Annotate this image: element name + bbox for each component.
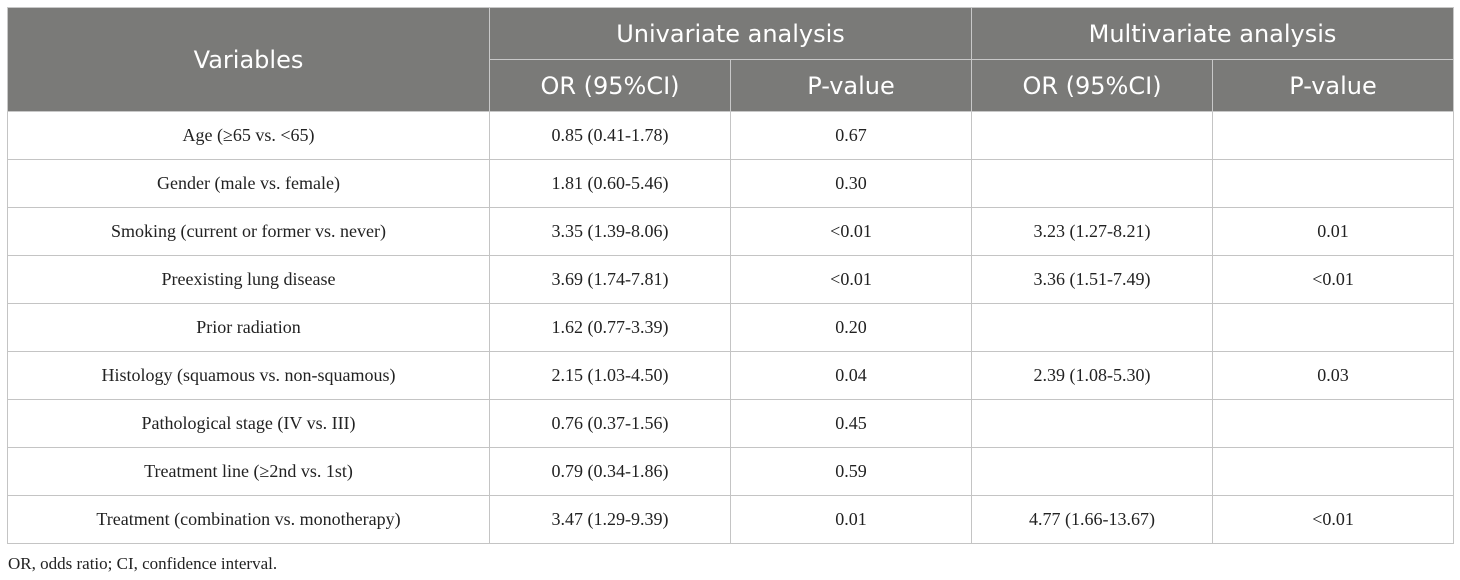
cell-uni-or: 3.35 (1.39-8.06) [489, 207, 731, 256]
header-uni-p: P-value [729, 59, 973, 112]
cell-multi-p: 0.03 [1212, 351, 1455, 400]
header-uni-or: OR (95%CI) [489, 59, 731, 112]
cell-variable: Age (≥65 vs. <65) [7, 111, 490, 160]
cell-multi-p [1212, 399, 1455, 448]
cell-multi-or [971, 303, 1214, 352]
cell-uni-or: 3.47 (1.29-9.39) [489, 495, 731, 544]
cell-variable: Prior radiation [7, 303, 490, 352]
cell-multi-or [971, 111, 1214, 160]
table-body: Age (≥65 vs. <65) 0.85 (0.41-1.78) 0.67 … [7, 111, 1455, 544]
cell-uni-or: 0.79 (0.34-1.86) [489, 447, 731, 496]
cell-uni-p: 0.04 [729, 351, 973, 400]
cell-variable: Smoking (current or former vs. never) [7, 207, 490, 256]
cell-variable: Gender (male vs. female) [7, 159, 490, 208]
cell-uni-p: 0.59 [729, 447, 973, 496]
cell-variable: Treatment line (≥2nd vs. 1st) [7, 447, 490, 496]
table-row: Prior radiation 1.62 (0.77-3.39) 0.20 [7, 303, 1455, 352]
cell-multi-p: 0.01 [1212, 207, 1455, 256]
cell-uni-or: 0.76 (0.37-1.56) [489, 399, 731, 448]
table-row: Smoking (current or former vs. never) 3.… [7, 207, 1455, 256]
table-row: Treatment (combination vs. monotherapy) … [7, 495, 1455, 544]
table-row: Preexisting lung disease 3.69 (1.74-7.81… [7, 255, 1455, 304]
cell-variable: Treatment (combination vs. monotherapy) [7, 495, 490, 544]
cell-variable: Histology (squamous vs. non-squamous) [7, 351, 490, 400]
cell-multi-p [1212, 111, 1455, 160]
header-multi-or: OR (95%CI) [971, 59, 1214, 112]
cell-multi-or [971, 159, 1214, 208]
cell-variable: Preexisting lung disease [7, 255, 490, 304]
table-row: Pathological stage (IV vs. III) 0.76 (0.… [7, 399, 1455, 448]
header-multi-p: P-value [1212, 59, 1455, 112]
cell-uni-or: 3.69 (1.74-7.81) [489, 255, 731, 304]
cell-uni-or: 2.15 (1.03-4.50) [489, 351, 731, 400]
header-univariate: Univariate analysis [488, 7, 973, 60]
cell-multi-p: <0.01 [1212, 495, 1455, 544]
cell-uni-p: 0.67 [729, 111, 973, 160]
table-row: Gender (male vs. female) 1.81 (0.60-5.46… [7, 159, 1455, 208]
header-variables: Variables [7, 7, 490, 112]
cell-multi-or: 2.39 (1.08-5.30) [971, 351, 1214, 400]
cell-uni-p: <0.01 [729, 207, 973, 256]
cell-uni-p: <0.01 [729, 255, 973, 304]
cell-uni-p: 0.45 [729, 399, 973, 448]
cell-multi-p [1212, 159, 1455, 208]
table-header: Variables Univariate analysis Multivaria… [7, 7, 1455, 112]
cell-multi-or [971, 447, 1214, 496]
regression-table: Variables Univariate analysis Multivaria… [7, 7, 1455, 544]
table-footnote: OR, odds ratio; CI, confidence interval. [8, 554, 278, 573]
cell-uni-p: 0.01 [729, 495, 973, 544]
cell-multi-or: 3.36 (1.51-7.49) [971, 255, 1214, 304]
cell-uni-or: 0.85 (0.41-1.78) [489, 111, 731, 160]
results-table-container: Variables Univariate analysis Multivaria… [7, 7, 1455, 544]
table-row: Histology (squamous vs. non-squamous) 2.… [7, 351, 1455, 400]
cell-uni-or: 1.62 (0.77-3.39) [489, 303, 731, 352]
cell-multi-p [1212, 447, 1455, 496]
cell-multi-or: 3.23 (1.27-8.21) [971, 207, 1214, 256]
cell-multi-or: 4.77 (1.66-13.67) [971, 495, 1214, 544]
cell-multi-or [971, 399, 1214, 448]
header-multivariate: Multivariate analysis [971, 7, 1455, 60]
cell-uni-or: 1.81 (0.60-5.46) [489, 159, 731, 208]
cell-multi-p [1212, 303, 1455, 352]
cell-multi-p: <0.01 [1212, 255, 1455, 304]
cell-uni-p: 0.30 [729, 159, 973, 208]
table-row: Treatment line (≥2nd vs. 1st) 0.79 (0.34… [7, 447, 1455, 496]
table-row: Age (≥65 vs. <65) 0.85 (0.41-1.78) 0.67 [7, 111, 1455, 160]
cell-variable: Pathological stage (IV vs. III) [7, 399, 490, 448]
cell-uni-p: 0.20 [729, 303, 973, 352]
